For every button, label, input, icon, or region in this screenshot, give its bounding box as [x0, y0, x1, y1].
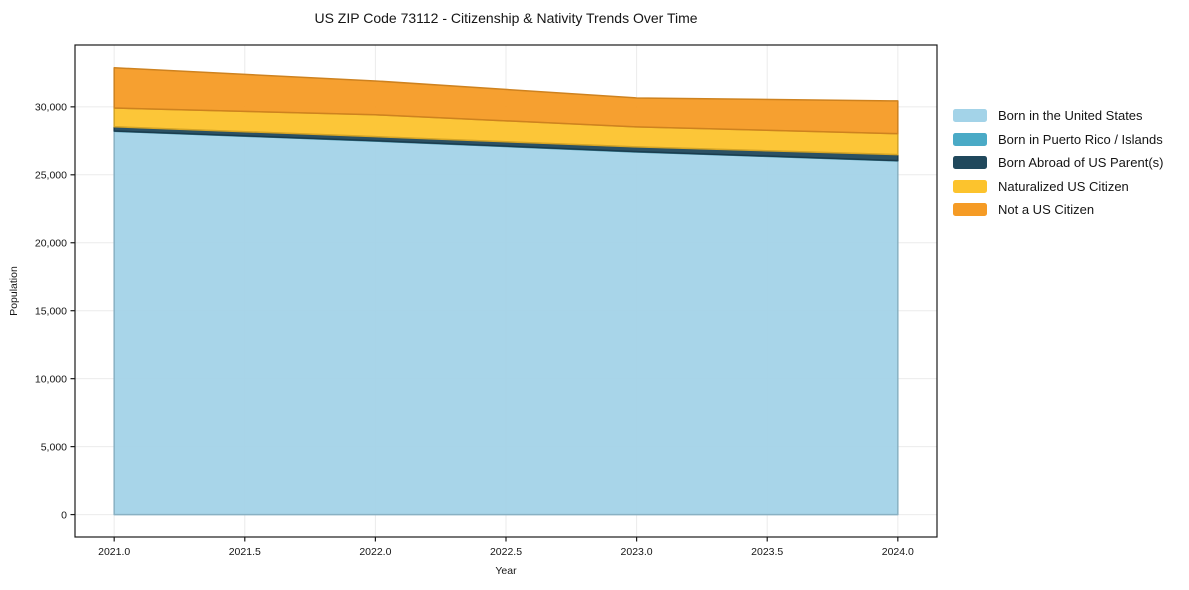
x-tick-label: 2021.0 [98, 546, 130, 558]
area-series [113, 67, 899, 135]
y-tick-label: 0 [61, 509, 67, 521]
legend-label: Born in the United States [998, 108, 1143, 124]
y-tick-label: 15,000 [35, 306, 67, 318]
x-tick-label: 2022.5 [490, 546, 522, 558]
legend-label: Born Abroad of US Parent(s) [998, 155, 1164, 171]
legend-item: Born in the United States [953, 104, 1163, 128]
y-tick-label: 5,000 [41, 441, 67, 453]
legend-swatch-icon [953, 156, 987, 170]
chart-title: US ZIP Code 73112 - Citizenship & Nativi… [314, 10, 698, 26]
y-tick-label: 30,000 [35, 102, 67, 114]
legend-swatch-icon [953, 203, 987, 217]
y-tick-label: 25,000 [35, 170, 67, 182]
x-axis-label: Year [495, 565, 517, 577]
x-tick-label: 2022.0 [359, 546, 391, 558]
legend-label: Naturalized US Citizen [998, 178, 1129, 194]
x-tick-label: 2023.5 [751, 546, 783, 558]
y-axis-label: Population [8, 266, 20, 316]
area-series [113, 130, 899, 516]
legend-label: Born in Puerto Rico / Islands [998, 131, 1163, 147]
legend-swatch-icon [953, 109, 987, 123]
legend: Born in the United States Born in Puerto… [953, 104, 1163, 222]
x-tick-label: 2023.0 [621, 546, 653, 558]
legend-swatch-icon [953, 132, 987, 146]
legend-swatch-icon [953, 179, 987, 193]
legend-item: Not a US Citizen [953, 198, 1163, 222]
x-tick-label: 2024.0 [882, 546, 914, 558]
y-tick-label: 10,000 [35, 373, 67, 385]
legend-item: Born Abroad of US Parent(s) [953, 151, 1163, 175]
x-tick-label: 2021.5 [229, 546, 261, 558]
y-tick-label: 20,000 [35, 238, 67, 250]
legend-label: Not a US Citizen [998, 202, 1095, 218]
legend-item: Naturalized US Citizen [953, 175, 1163, 199]
legend-item: Born in Puerto Rico / Islands [953, 128, 1163, 152]
